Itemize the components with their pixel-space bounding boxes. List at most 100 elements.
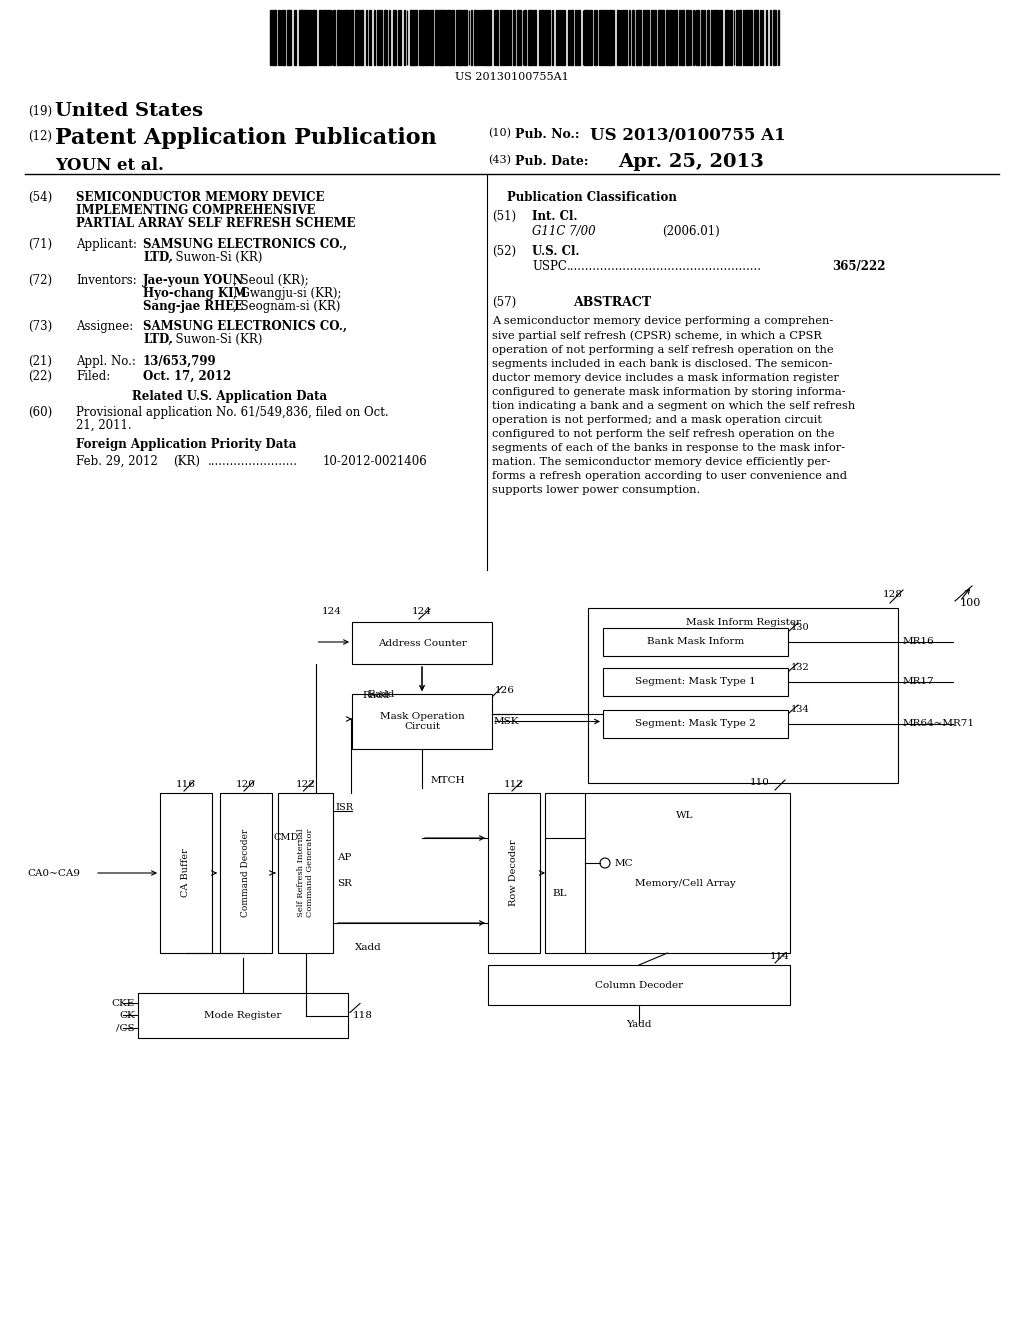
Bar <box>384 11 387 65</box>
Text: (2006.01): (2006.01) <box>662 224 720 238</box>
Text: 128: 128 <box>883 590 903 599</box>
Text: , Suwon-Si (KR): , Suwon-Si (KR) <box>168 333 262 346</box>
Bar <box>458 11 460 65</box>
Text: Appl. No.:: Appl. No.: <box>76 355 136 368</box>
Bar <box>456 11 457 65</box>
Bar <box>474 11 476 65</box>
Bar <box>403 11 406 65</box>
Bar <box>524 11 525 65</box>
Text: , Suwon-Si (KR): , Suwon-Si (KR) <box>168 251 262 264</box>
Bar <box>452 11 454 65</box>
Bar <box>278 793 333 953</box>
Bar <box>411 11 413 65</box>
Bar <box>736 11 737 65</box>
Bar <box>624 11 628 65</box>
Text: MSK: MSK <box>494 717 519 726</box>
Bar <box>564 11 565 65</box>
Bar <box>686 11 687 65</box>
Bar <box>479 11 480 65</box>
Text: (57): (57) <box>492 296 516 309</box>
Bar <box>539 11 541 65</box>
Text: LTD.: LTD. <box>143 251 173 264</box>
Text: US 2013/0100755 A1: US 2013/0100755 A1 <box>590 127 785 144</box>
Text: Assignee:: Assignee: <box>76 319 133 333</box>
Bar <box>731 11 732 65</box>
Bar <box>429 11 433 65</box>
Bar <box>602 11 604 65</box>
Bar <box>663 11 664 65</box>
Bar <box>749 11 750 65</box>
Text: 132: 132 <box>791 663 810 672</box>
Text: ....................................................: ........................................… <box>567 260 762 273</box>
Bar <box>777 11 779 65</box>
Bar <box>483 11 484 65</box>
Text: (43): (43) <box>488 154 511 165</box>
Bar <box>480 11 482 65</box>
Bar <box>621 11 622 65</box>
Text: (10): (10) <box>488 128 511 139</box>
Text: 114: 114 <box>770 952 790 961</box>
Bar <box>318 11 323 65</box>
Bar <box>552 11 554 65</box>
Bar <box>667 11 668 65</box>
Text: 118: 118 <box>353 1011 373 1020</box>
Bar <box>488 793 540 953</box>
Text: 120: 120 <box>237 780 256 789</box>
Bar <box>355 11 358 65</box>
Bar <box>513 11 515 65</box>
Text: (72): (72) <box>28 275 52 286</box>
Text: LTD.: LTD. <box>143 333 173 346</box>
Text: 13/653,799: 13/653,799 <box>143 355 217 368</box>
Bar <box>323 11 327 65</box>
Bar <box>463 11 467 65</box>
Text: BL: BL <box>553 888 567 898</box>
Text: (22): (22) <box>28 370 52 383</box>
Text: United States: United States <box>55 102 203 120</box>
Text: Segment: Mask Type 1: Segment: Mask Type 1 <box>635 677 756 686</box>
Bar <box>588 609 898 783</box>
Bar <box>773 11 776 65</box>
Bar <box>442 11 445 65</box>
Text: (51): (51) <box>492 210 516 223</box>
Bar <box>561 11 563 65</box>
Bar <box>711 11 713 65</box>
Bar <box>341 11 342 65</box>
Bar <box>352 694 492 748</box>
Text: (71): (71) <box>28 238 52 251</box>
Bar <box>440 11 441 65</box>
Text: Sang-jae RHEE: Sang-jae RHEE <box>143 300 244 313</box>
Text: CMD: CMD <box>274 833 299 842</box>
Text: 130: 130 <box>791 623 810 632</box>
Bar <box>725 11 728 65</box>
Bar <box>397 11 399 65</box>
Bar <box>603 628 788 656</box>
Bar <box>496 11 498 65</box>
Text: (KR): (KR) <box>173 455 200 469</box>
Bar <box>616 11 620 65</box>
Bar <box>556 11 558 65</box>
Text: SAMSUNG ELECTRONICS CO.,: SAMSUNG ELECTRONICS CO., <box>143 238 347 251</box>
Bar <box>721 11 723 65</box>
Text: Publication Classification: Publication Classification <box>507 191 677 205</box>
Text: (21): (21) <box>28 355 52 368</box>
Bar <box>751 11 753 65</box>
Text: CK: CK <box>119 1011 135 1019</box>
Bar <box>379 11 382 65</box>
Bar <box>488 965 790 1005</box>
Bar <box>330 11 331 65</box>
Bar <box>770 11 771 65</box>
Text: MR16: MR16 <box>903 638 935 647</box>
Bar <box>461 11 462 65</box>
Bar <box>471 11 472 65</box>
Bar <box>762 11 763 65</box>
Bar <box>494 11 495 65</box>
Bar <box>687 11 689 65</box>
Text: SEMICONDUCTOR MEMORY DEVICE: SEMICONDUCTOR MEMORY DEVICE <box>76 191 325 205</box>
Text: (19): (19) <box>28 106 52 117</box>
Text: YOUN et al.: YOUN et al. <box>55 157 164 174</box>
Text: 365/222: 365/222 <box>831 260 886 273</box>
Bar <box>708 11 709 65</box>
Bar <box>571 11 572 65</box>
Text: 110: 110 <box>751 777 770 787</box>
Text: SAMSUNG ELECTRONICS CO.,: SAMSUNG ELECTRONICS CO., <box>143 319 347 333</box>
